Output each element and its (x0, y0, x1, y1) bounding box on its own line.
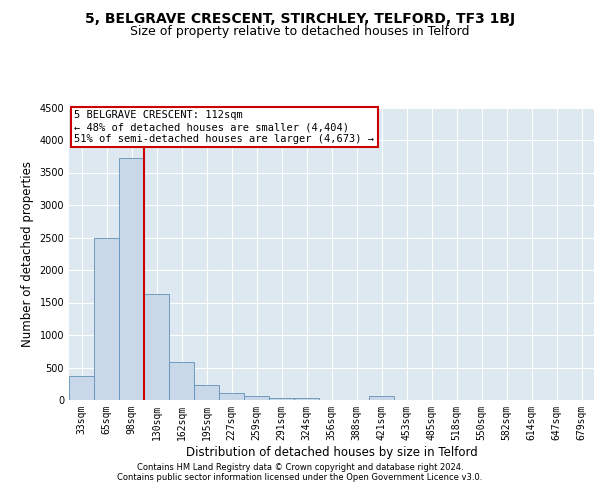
Bar (119, 158, 144, 400)
Bar (169, 362, 194, 400)
Bar (194, 385, 219, 400)
Bar (219, 393, 244, 400)
Text: Contains HM Land Registry data © Crown copyright and database right 2024.: Contains HM Land Registry data © Crown c… (137, 462, 463, 471)
X-axis label: Distribution of detached houses by size in Telford: Distribution of detached houses by size … (185, 446, 478, 458)
Text: Size of property relative to detached houses in Telford: Size of property relative to detached ho… (130, 25, 470, 38)
Bar (369, 396, 394, 400)
Bar (294, 398, 319, 400)
Bar (94, 238, 119, 400)
Bar (269, 398, 294, 400)
Bar (144, 294, 169, 400)
Text: 5, BELGRAVE CRESCENT, STIRCHLEY, TELFORD, TF3 1BJ: 5, BELGRAVE CRESCENT, STIRCHLEY, TELFORD… (85, 12, 515, 26)
Text: 5 BELGRAVE CRESCENT: 112sqm
← 48% of detached houses are smaller (4,404)
51% of : 5 BELGRAVE CRESCENT: 112sqm ← 48% of det… (74, 110, 374, 144)
Text: Contains public sector information licensed under the Open Government Licence v3: Contains public sector information licen… (118, 472, 482, 482)
Bar (69, 376, 94, 400)
Bar (244, 396, 269, 400)
Y-axis label: Number of detached properties: Number of detached properties (21, 161, 34, 347)
